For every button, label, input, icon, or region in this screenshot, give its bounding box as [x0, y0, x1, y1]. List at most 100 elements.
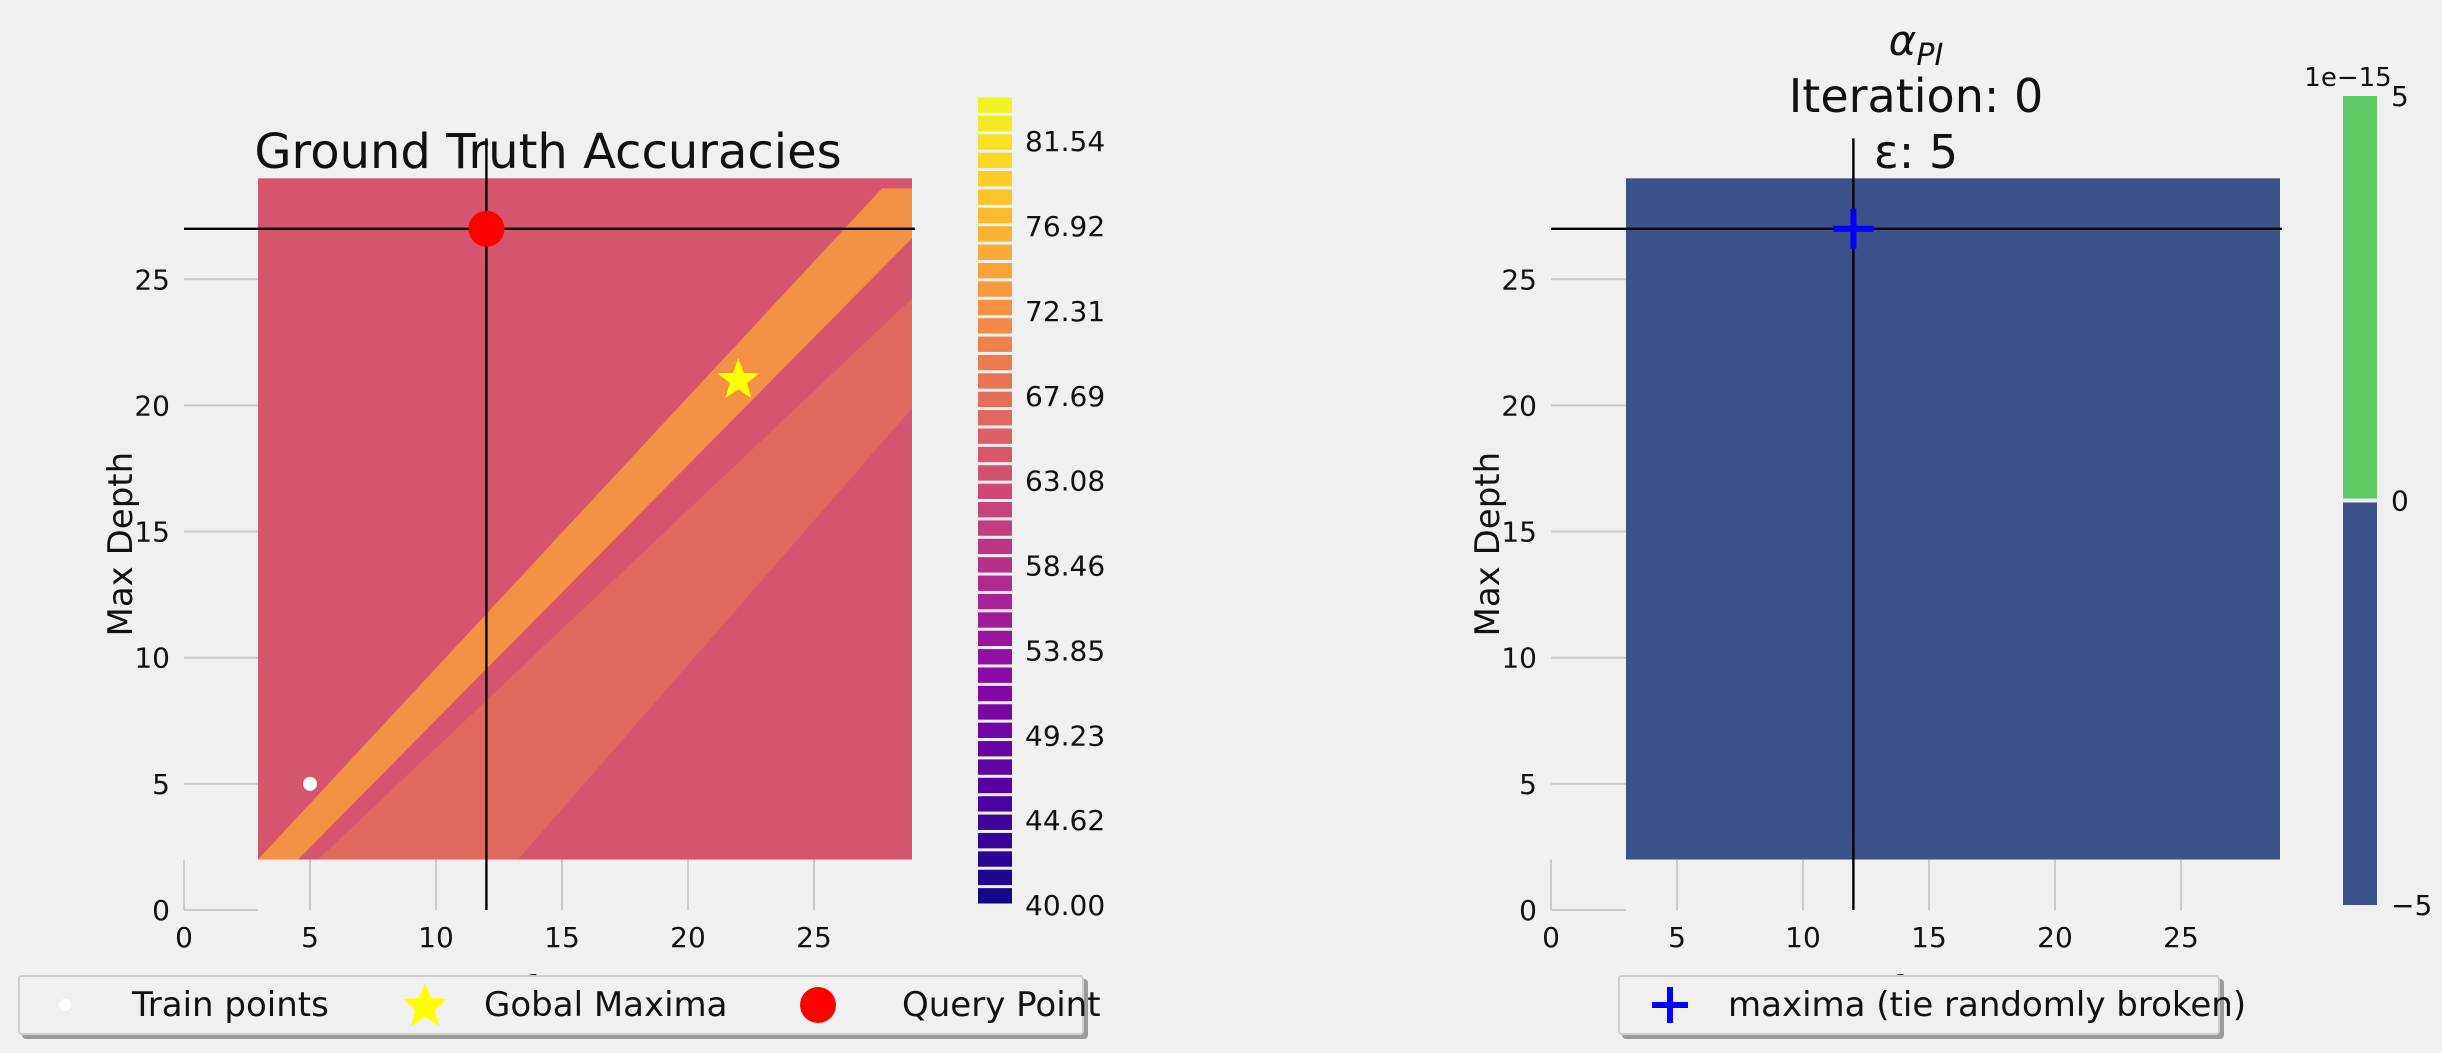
- colorbar-segment: [978, 630, 1012, 647]
- colorbar-segment: [978, 465, 1012, 481]
- legend-right: maxima (tie randomly broken): [1618, 975, 2246, 1035]
- colorbar-segment: [978, 557, 1012, 573]
- panel1-y-tick-label: 15: [134, 516, 170, 549]
- colorbar-segment: [978, 373, 1012, 389]
- colorbar-tick-label: 0: [2391, 485, 2409, 518]
- colorbar-high-segment: [2343, 96, 2377, 499]
- colorbar-segment: [978, 446, 1012, 463]
- colorbar-tick-label: 58.46: [1025, 550, 1105, 583]
- legend-label-query-point: Query Point: [902, 985, 1101, 1025]
- colorbar-segment: [978, 226, 1012, 242]
- star-marker-icon: [403, 983, 447, 1026]
- colorbar-low-segment: [2343, 502, 2377, 905]
- colorbar-segment: [978, 262, 1012, 279]
- colorbar-segment: [978, 428, 1012, 444]
- panel1-y-tick-label: 10: [134, 642, 170, 675]
- panel1-x-tick-label: 5: [301, 921, 319, 954]
- colorbar-segment: [978, 575, 1012, 591]
- query-point: [468, 210, 505, 247]
- colorbar-tick-label: 5: [2391, 80, 2409, 113]
- colorbar-segment: [978, 869, 1012, 886]
- colorbar-segment: [978, 354, 1012, 371]
- colorbar-segment: [978, 832, 1012, 849]
- legend-item-global-maxima: Gobal Maxima: [400, 977, 728, 1033]
- colorbar-tick-label: 49.23: [1025, 719, 1105, 752]
- train-point-marker-icon: [59, 999, 71, 1011]
- plus-marker-icon: [1652, 987, 1688, 1023]
- panel1-y-tick-label: 20: [134, 389, 170, 422]
- colorbar-tick-label: 44.62: [1025, 804, 1105, 837]
- panel2-y-tick-label: 25: [1501, 263, 1537, 296]
- panel2-x-tick-label: 0: [1542, 921, 1560, 954]
- legend-label-global-maxima: Gobal Maxima: [484, 985, 728, 1025]
- panel2-x-tick-label: 5: [1668, 921, 1686, 954]
- colorbar-segment: [978, 704, 1012, 720]
- colorbar-segment: [978, 134, 1012, 150]
- panel2-x-tick-label: 20: [2037, 921, 2073, 954]
- panel1-x-tick-label: 15: [544, 921, 580, 954]
- colorbar-segment: [978, 777, 1012, 794]
- panel2-y-tick-label: 15: [1501, 516, 1537, 549]
- panel2-title-epsilon: ε: 5: [1874, 125, 1958, 179]
- colorbar-segment: [978, 538, 1012, 555]
- colorbar-segment: [978, 207, 1012, 224]
- colorbar-segment: [978, 483, 1012, 499]
- panel1-heatmap-band: [318, 298, 912, 860]
- panel1-y-tick-label: 25: [134, 263, 170, 296]
- legend-item-maxima: maxima (tie randomly broken): [1648, 977, 2246, 1033]
- colorbar-segment: [978, 189, 1012, 205]
- alpha-symbol: α: [1889, 16, 1917, 65]
- colorbar-segment: [978, 814, 1012, 830]
- colorbar-segment: [978, 336, 1012, 352]
- legend-label-train-points: Train points: [132, 985, 329, 1025]
- panel1-y-tick-label: 0: [152, 894, 170, 927]
- panel2-x-tick-label: 15: [1911, 921, 1947, 954]
- colorbar-segment: [978, 391, 1012, 408]
- colorbar-segment: [978, 612, 1012, 628]
- colorbar-segment: [978, 593, 1012, 610]
- colorbar-tick-label: 72.31: [1025, 295, 1105, 328]
- colorbar-tick-label: 53.85: [1025, 634, 1105, 667]
- legend-item-train-points: Train points: [50, 977, 329, 1033]
- colorbar-segment: [978, 759, 1012, 775]
- panel2-x-tick-label: 25: [2163, 921, 2199, 954]
- global-maxima-star: [717, 358, 760, 398]
- panel1-x-tick-label: 0: [175, 921, 193, 954]
- colorbar-segment: [978, 97, 1012, 113]
- panel2-y-axis-label: Max Depth: [1468, 452, 1508, 637]
- panel1-title: Ground Truth Accuracies: [254, 124, 841, 180]
- colorbar-tick-label: 40.00: [1025, 889, 1105, 922]
- query-point-marker-icon: [800, 987, 836, 1023]
- alpha-subscript: PI: [1916, 38, 1943, 73]
- panel1-x-tick-label: 20: [670, 921, 706, 954]
- colorbar-segment: [978, 502, 1012, 518]
- colorbar-tick-label: 63.08: [1025, 465, 1105, 498]
- colorbar-segment: [978, 667, 1012, 683]
- panel2-heatmap-field: [1626, 178, 2280, 860]
- colorbar-segment: [978, 318, 1012, 334]
- colorbar-segment: [978, 851, 1012, 867]
- colorbar-segment: [978, 520, 1012, 536]
- panel1-y-axis-label: Max Depth: [101, 452, 141, 637]
- colorbar-offset-text: 1e−15: [2304, 63, 2391, 93]
- colorbar-segment: [978, 888, 1012, 904]
- legend-label-maxima: maxima (tie randomly broken): [1728, 985, 2247, 1025]
- colorbar-segment: [978, 281, 1012, 297]
- maxima-plus-marker: [1833, 208, 1874, 249]
- panel1-y-tick-label: 5: [152, 768, 170, 801]
- colorbar-segment: [978, 171, 1012, 187]
- legend-left: Train points Gobal Maxima Query Point: [18, 975, 1101, 1035]
- colorbar-segment: [978, 722, 1012, 739]
- panel1-heatmap-ridge: [258, 188, 912, 860]
- colorbar-tick-label: 67.69: [1025, 380, 1105, 413]
- colorbar-segment: [978, 410, 1012, 426]
- colorbar-segment: [978, 299, 1012, 316]
- colorbar-segment: [978, 244, 1012, 260]
- colorbar-tick-label: 76.92: [1025, 210, 1105, 243]
- colorbar-tick-label: −5: [2391, 889, 2432, 922]
- panel2-y-tick-label: 5: [1519, 768, 1537, 801]
- colorbar-segment: [978, 152, 1012, 169]
- colorbar-segment: [978, 115, 1012, 132]
- panel2-y-tick-label: 0: [1519, 894, 1537, 927]
